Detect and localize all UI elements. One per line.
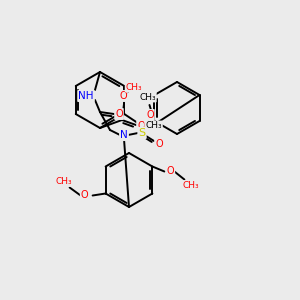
Text: O: O	[115, 109, 123, 119]
Text: CH₃: CH₃	[126, 82, 142, 91]
Text: O: O	[81, 190, 88, 200]
Text: CH₃: CH₃	[55, 177, 72, 186]
Text: S: S	[138, 128, 146, 138]
Text: O: O	[137, 121, 145, 131]
Text: N: N	[120, 130, 128, 140]
Text: O: O	[167, 167, 174, 176]
Text: CH₃: CH₃	[182, 181, 199, 190]
Text: O: O	[146, 110, 154, 120]
Text: O: O	[119, 91, 127, 101]
Text: CH₃: CH₃	[145, 122, 162, 130]
Text: CH₃: CH₃	[139, 92, 156, 101]
Text: NH: NH	[78, 91, 94, 101]
Text: O: O	[155, 139, 163, 149]
